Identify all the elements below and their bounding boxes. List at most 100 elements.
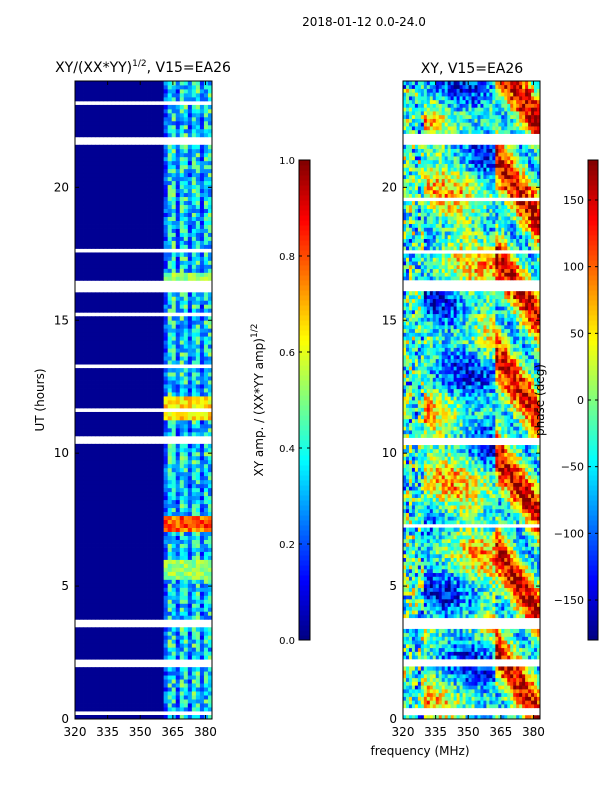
- amplitude-cell: [139, 81, 144, 86]
- amplitude-cell: [175, 376, 181, 381]
- amplitude-cell: [87, 691, 92, 696]
- amplitude-cell: [175, 400, 181, 405]
- amplitude-cell: [163, 607, 169, 612]
- amplitude-cell: [163, 467, 169, 473]
- amplitude-cell: [207, 260, 213, 265]
- amplitude-cell: [131, 547, 136, 552]
- amplitude-cell: [87, 551, 92, 556]
- amplitude-cell: [151, 411, 156, 417]
- amplitude-cell: [155, 563, 161, 568]
- amplitude-cell: [123, 563, 128, 568]
- amplitude-cell: [103, 547, 108, 552]
- amplitude-cell: [135, 415, 140, 421]
- amplitude-cell: [107, 168, 112, 174]
- amplitude-cell: [191, 559, 197, 564]
- amplitude-cell: [95, 487, 100, 493]
- amplitude-cell: [107, 116, 112, 122]
- amplitude-cell: [203, 396, 209, 401]
- amplitude-cell: [159, 543, 165, 548]
- amplitude-cell: [155, 124, 161, 130]
- amplitude-cell: [111, 276, 116, 281]
- amplitude-colorbar-segment: [299, 390, 310, 396]
- amplitude-cell: [99, 96, 104, 102]
- amplitude-cell: [179, 595, 185, 600]
- amplitude-cell: [171, 192, 177, 198]
- amplitude-cell: [183, 675, 189, 680]
- amplitude-cell: [111, 268, 116, 273]
- amplitude-cell: [119, 276, 124, 281]
- amplitude-cell: [103, 156, 108, 162]
- amplitude-cell: [75, 475, 80, 481]
- amplitude-cell: [123, 707, 128, 712]
- amplitude-colorbar-segment: [299, 565, 310, 571]
- amplitude-cell: [183, 667, 189, 672]
- amplitude-cell: [127, 81, 132, 86]
- amplitude-cell: [75, 336, 80, 341]
- amplitude-cell: [167, 707, 173, 712]
- amplitude-cell: [103, 415, 108, 421]
- amplitude-cell: [99, 344, 104, 349]
- amplitude-cell: [167, 244, 173, 249]
- amplitude-cell: [207, 595, 213, 600]
- amplitude-cell: [143, 184, 148, 190]
- amplitude-cell: [203, 308, 209, 313]
- amplitude-cell: [123, 683, 128, 688]
- amplitude-cell: [151, 531, 156, 536]
- amplitude-cell: [75, 495, 80, 501]
- amplitude-cell: [175, 611, 181, 616]
- amplitude-cell: [131, 539, 136, 544]
- amplitude-cell: [79, 543, 84, 548]
- amplitude-cell: [107, 144, 112, 150]
- amplitude-cell: [155, 543, 161, 548]
- amplitude-cell: [139, 603, 144, 608]
- amplitude-cell: [147, 543, 152, 548]
- amplitude-cell: [83, 483, 88, 489]
- amplitude-cell: [179, 144, 185, 150]
- amplitude-cell: [203, 515, 209, 521]
- amplitude-cell: [111, 344, 116, 349]
- amplitude-cell: [107, 539, 112, 544]
- amplitude-cell: [167, 168, 173, 174]
- amplitude-cell: [183, 535, 189, 540]
- amplitude-cell: [191, 503, 197, 509]
- amplitude-cell: [79, 376, 84, 381]
- amplitude-cell: [207, 120, 213, 126]
- amplitude-cell: [127, 304, 132, 309]
- amplitude-cell: [167, 559, 173, 564]
- amplitude-cell: [115, 300, 120, 305]
- amplitude-colorbar-segment: [299, 500, 310, 506]
- amplitude-cell: [191, 675, 197, 680]
- amplitude-cell: [139, 368, 144, 373]
- amplitude-cell: [135, 515, 140, 521]
- amplitude-cell: [123, 96, 128, 102]
- amplitude-cell: [123, 372, 128, 377]
- amplitude-cell: [99, 256, 104, 261]
- amplitude-cell: [83, 615, 88, 620]
- amplitude-cell: [203, 491, 209, 497]
- amplitude-cell: [99, 320, 104, 325]
- amplitude-cell: [159, 400, 165, 405]
- amplitude-cell: [187, 639, 193, 644]
- amplitude-cell: [107, 531, 112, 536]
- amplitude-cell: [147, 296, 152, 301]
- amplitude-cell: [183, 415, 189, 421]
- amplitude-cell: [175, 459, 181, 465]
- amplitude-cell: [199, 272, 205, 277]
- amplitude-cell: [87, 400, 92, 405]
- amplitude-cell: [171, 463, 177, 469]
- amplitude-cell: [83, 144, 88, 150]
- amplitude-cell: [199, 328, 205, 333]
- amplitude-cell: [107, 388, 112, 393]
- amplitude-cell: [163, 551, 169, 556]
- amplitude-cell: [79, 356, 84, 361]
- amplitude-cell: [151, 431, 156, 437]
- amplitude-cell: [91, 667, 96, 672]
- amplitude-cell: [107, 479, 112, 485]
- amplitude-cell: [119, 180, 124, 186]
- amplitude-cell: [131, 316, 136, 321]
- amplitude-cell: [127, 96, 132, 102]
- amplitude-cell: [179, 491, 185, 497]
- amplitude-cell: [159, 703, 165, 708]
- amplitude-cell: [167, 104, 173, 110]
- amplitude-cell: [167, 575, 173, 580]
